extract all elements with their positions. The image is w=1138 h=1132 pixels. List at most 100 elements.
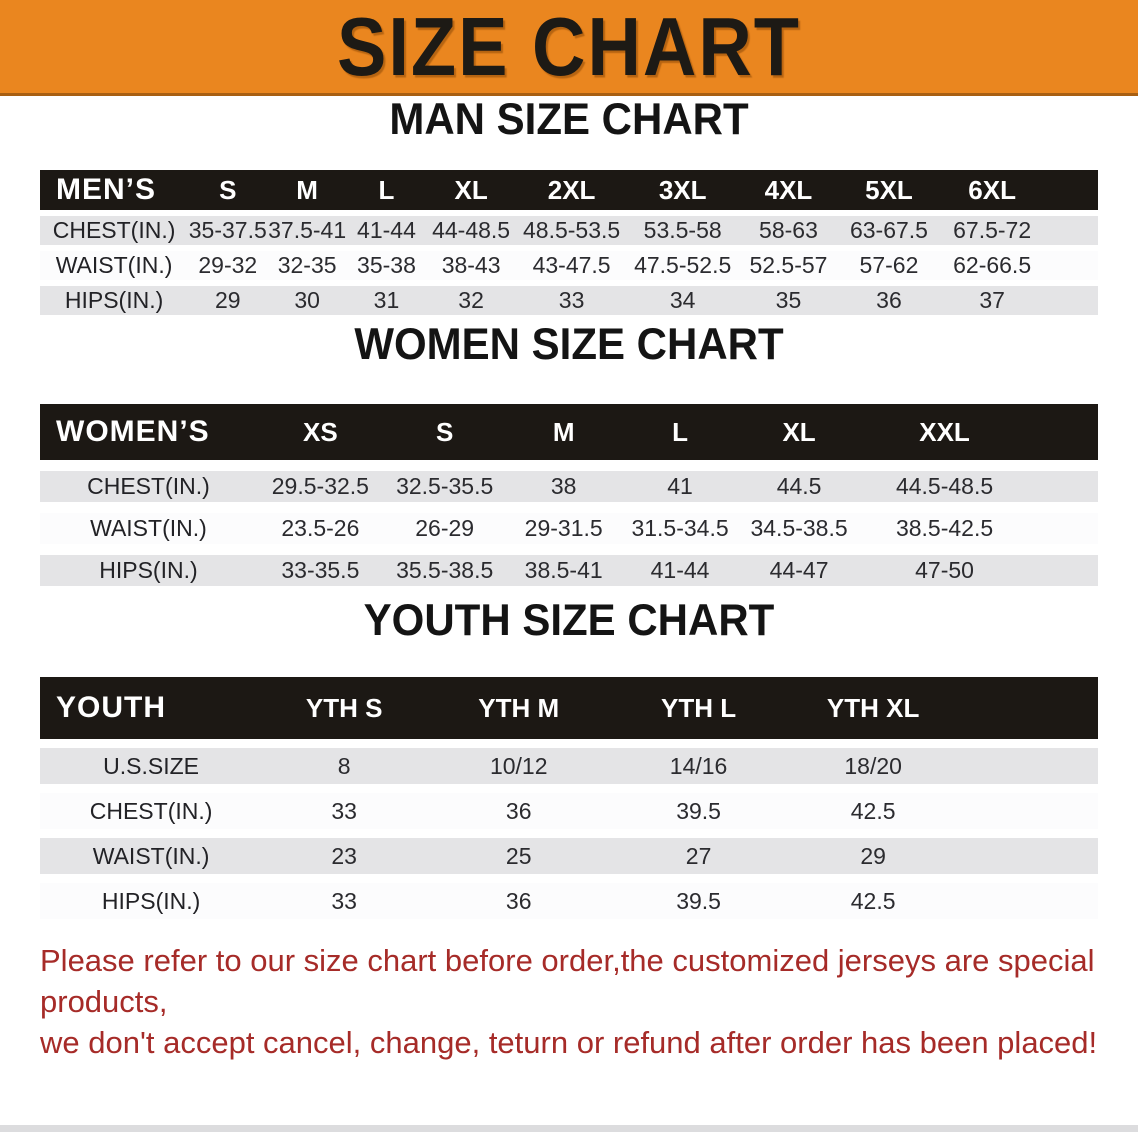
header-filler-cell — [1045, 170, 1098, 210]
section-women: WOMEN SIZE CHART WOMEN’S XS S M L XL XXL — [0, 318, 1138, 597]
youth-section-heading: YOUTH SIZE CHART — [363, 594, 775, 645]
size-column-header: YTH XL — [826, 692, 920, 723]
size-value: 8 — [337, 752, 351, 779]
size-value: 41-44 — [357, 217, 416, 243]
size-value: 37.5-41 — [268, 217, 347, 243]
men-chest-row: CHEST(IN.) 35-37.5 37.5-41 41-44 44-48.5… — [40, 216, 1098, 245]
size-column-header: S — [219, 174, 237, 205]
filler-cell — [960, 748, 1098, 784]
youth-header-row: YOUTH YTH S YTH M YTH L YTH XL — [40, 677, 1098, 739]
youth-table-title: YOUTH — [56, 691, 166, 724]
row-label: CHEST(IN.) — [52, 217, 176, 243]
size-value: 18/20 — [844, 752, 902, 779]
youth-hips-row: HIPS(IN.) 33 36 39.5 42.5 — [40, 883, 1098, 919]
row-label: HIPS(IN.) — [64, 287, 164, 313]
size-value: 36 — [505, 797, 532, 824]
row-label: HIPS(IN.) — [101, 887, 201, 914]
banner: SIZE CHART — [0, 0, 1138, 96]
size-value: 33 — [331, 797, 357, 824]
youth-ussize-row: U.S.SIZE 8 10/12 14/16 18/20 — [40, 748, 1098, 784]
disclaimer-line-2: we don't accept cancel, change, teturn o… — [40, 1025, 1098, 1060]
size-column-header: XL — [782, 416, 816, 447]
size-value: 31 — [373, 287, 400, 313]
size-value: 57-62 — [859, 252, 919, 278]
size-value: 27 — [685, 842, 712, 869]
size-value: 63-67.5 — [849, 217, 928, 243]
size-value: 39.5 — [676, 887, 721, 914]
size-column-header: 4XL — [764, 174, 813, 205]
filler-cell — [1029, 555, 1098, 586]
size-value: 44-48.5 — [432, 217, 511, 243]
size-column-header: S — [436, 416, 454, 447]
size-value: 41-44 — [650, 557, 710, 583]
filler-cell — [1045, 216, 1098, 245]
row-label: WAIST(IN.) — [90, 515, 207, 541]
size-value: 53.5-58 — [643, 217, 722, 243]
size-value: 32.5-35.5 — [396, 473, 494, 499]
size-value: 32-35 — [277, 252, 337, 278]
men-waist-row: WAIST(IN.) 29-32 32-35 35-38 38-43 43-47… — [40, 251, 1098, 280]
filler-cell — [960, 793, 1098, 829]
size-value: 62-66.5 — [953, 252, 1032, 278]
women-chest-row: CHEST(IN.) 29.5-32.5 32.5-35.5 38 41 44.… — [40, 471, 1098, 502]
size-value: 42.5 — [850, 797, 896, 824]
size-value: 44.5 — [776, 473, 822, 499]
size-column-header: YTH M — [478, 692, 560, 723]
men-table-title: MEN’S — [56, 173, 157, 206]
size-column-header: L — [378, 174, 395, 205]
size-value: 35-38 — [357, 252, 416, 278]
size-value: 43-47.5 — [532, 252, 611, 278]
size-value: 29.5-32.5 — [271, 473, 369, 499]
size-column-header: M — [552, 416, 575, 447]
men-section-heading: MAN SIZE CHART — [389, 93, 749, 144]
men-hips-row: HIPS(IN.) 29 30 31 32 33 34 35 36 37 — [40, 286, 1098, 315]
size-value: 38-43 — [441, 252, 501, 278]
size-value: 36 — [505, 887, 532, 914]
page-title: SIZE CHART — [337, 0, 801, 93]
youth-chest-row: CHEST(IN.) 33 36 39.5 42.5 — [40, 793, 1098, 829]
size-column-header: L — [672, 416, 688, 447]
disclaimer-line-1: Please refer to our size chart before or… — [40, 943, 1095, 1019]
size-column-header: YTH S — [305, 692, 383, 723]
size-value: 34.5-38.5 — [750, 515, 848, 541]
row-label: CHEST(IN.) — [87, 473, 210, 499]
size-column-header: M — [296, 174, 318, 205]
women-size-table: WOMEN’S XS S M L XL XXL CHEST(IN.) 29.5-… — [40, 393, 1098, 597]
size-value: 36 — [876, 287, 902, 313]
section-men: MAN SIZE CHART MEN’S S M L XL 2XL 3XL 4X… — [0, 93, 1138, 321]
size-value: 44-47 — [769, 557, 829, 583]
size-value: 47-50 — [915, 557, 974, 583]
women-hips-row: HIPS(IN.) 33-35.5 35.5-38.5 38.5-41 41-4… — [40, 555, 1098, 586]
size-value: 32 — [458, 287, 484, 313]
size-value: 47.5-52.5 — [634, 252, 732, 278]
size-column-header: YTH L — [661, 692, 737, 723]
filler-cell — [1045, 286, 1098, 315]
size-column-header: XL — [454, 174, 488, 205]
size-value: 25 — [505, 842, 532, 869]
size-value: 33 — [558, 287, 585, 313]
size-value: 44.5-48.5 — [895, 473, 994, 499]
row-label: WAIST(IN.) — [92, 842, 210, 869]
bottom-strip — [0, 1125, 1138, 1132]
size-column-header: 6XL — [968, 174, 1016, 205]
header-filler-cell — [960, 677, 1098, 739]
filler-cell — [1045, 251, 1098, 280]
size-value: 29-32 — [198, 252, 258, 278]
size-value: 26-29 — [415, 515, 475, 541]
women-waist-row: WAIST(IN.) 23.5-26 26-29 29-31.5 31.5-34… — [40, 513, 1098, 544]
size-value: 37 — [979, 287, 1005, 313]
size-value: 38.5-41 — [524, 557, 603, 583]
women-header-row: WOMEN’S XS S M L XL XXL — [40, 404, 1098, 460]
size-value: 33-35.5 — [281, 557, 360, 583]
size-value: 38 — [550, 473, 577, 499]
filler-cell — [1029, 513, 1098, 544]
filler-cell — [960, 883, 1098, 919]
size-value: 52.5-57 — [749, 252, 828, 278]
size-value: 39.5 — [676, 797, 721, 824]
size-value: 35.5-38.5 — [396, 557, 494, 583]
women-section-heading: WOMEN SIZE CHART — [354, 318, 784, 369]
row-label: U.S.SIZE — [103, 752, 200, 779]
size-value: 29-31.5 — [524, 515, 603, 541]
size-value: 14/16 — [669, 752, 728, 779]
